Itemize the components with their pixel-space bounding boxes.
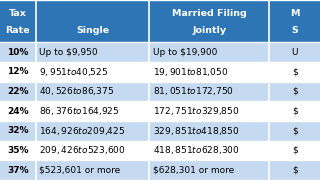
Text: $172,751 to $329,850: $172,751 to $329,850 [153,105,239,117]
Bar [36,82,149,101]
Bar [149,121,269,141]
Text: Married Filing: Married Filing [172,9,247,18]
Text: S: S [292,26,298,35]
Text: Single: Single [76,26,109,35]
Text: 12%: 12% [7,67,29,76]
Text: $: $ [292,107,298,116]
Text: Up to $9,950: Up to $9,950 [39,48,98,57]
Bar [0,62,36,82]
Bar [36,62,149,82]
Text: 22%: 22% [7,87,29,96]
Bar [269,141,320,160]
Text: $86,376 to $164,925: $86,376 to $164,925 [39,105,120,117]
Text: Jointly: Jointly [192,26,227,35]
Bar [269,160,320,180]
Text: U: U [292,48,298,57]
Text: 24%: 24% [7,107,29,116]
Bar [149,101,269,121]
Text: $329,851 to $418,850: $329,851 to $418,850 [153,125,239,137]
Text: 32%: 32% [7,126,29,135]
Text: $418,851 to $628,300: $418,851 to $628,300 [153,145,239,156]
Bar [149,0,269,42]
Bar [269,101,320,121]
Text: $9,951 to $40,525: $9,951 to $40,525 [39,66,108,78]
Text: M: M [290,9,300,18]
Bar [269,0,320,42]
Bar [149,62,269,82]
Bar [149,160,269,180]
Text: $: $ [292,146,298,155]
Text: $523,601 or more: $523,601 or more [39,166,120,175]
Text: $: $ [292,87,298,96]
Bar [0,121,36,141]
Text: Rate: Rate [5,26,30,35]
Bar [269,62,320,82]
Text: $: $ [292,166,298,175]
Bar [36,0,149,42]
Text: $209,426 to $523,600: $209,426 to $523,600 [39,145,126,156]
Bar [0,82,36,101]
Bar [36,42,149,62]
Bar [149,141,269,160]
Bar [269,42,320,62]
Bar [149,42,269,62]
Bar [36,121,149,141]
Bar [269,121,320,141]
Text: 10%: 10% [7,48,28,57]
Text: $81,051 to $172,750: $81,051 to $172,750 [153,86,234,98]
Text: $40,526 to $86,375: $40,526 to $86,375 [39,86,114,98]
Bar [269,82,320,101]
Text: 37%: 37% [7,166,29,175]
Text: $19,901 to $81,050: $19,901 to $81,050 [153,66,228,78]
Text: Up to $19,900: Up to $19,900 [153,48,217,57]
Bar [0,42,36,62]
Bar [0,141,36,160]
Text: 35%: 35% [7,146,29,155]
Text: $: $ [292,67,298,76]
Text: Tax: Tax [9,9,27,18]
Text: $: $ [292,126,298,135]
Text: $628,301 or more: $628,301 or more [153,166,234,175]
Bar [149,82,269,101]
Text: $164,926 to $209,425: $164,926 to $209,425 [39,125,125,137]
Bar [0,101,36,121]
Bar [0,160,36,180]
Bar [36,101,149,121]
Bar [0,0,36,42]
Bar [36,160,149,180]
Bar [36,141,149,160]
